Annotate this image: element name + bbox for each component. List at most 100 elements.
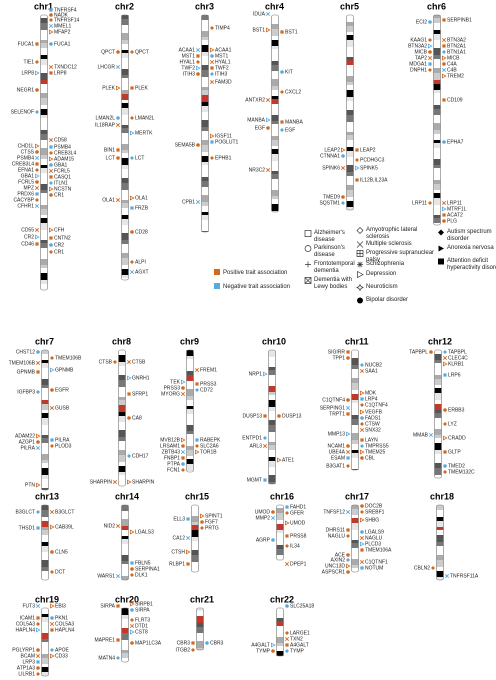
- chromosome-band: [121, 83, 129, 90]
- gene-label: LGALS3: [135, 529, 154, 535]
- chromosome-band: [41, 527, 49, 530]
- chromosome-band: [436, 535, 444, 542]
- chromosome-band: [201, 170, 209, 177]
- chromosome-band: [433, 93, 441, 98]
- gene-label: ITIH3: [183, 71, 195, 77]
- trait-marker: [428, 38, 432, 42]
- gene-label: MGMT: [247, 477, 262, 483]
- chromosome-band: [40, 255, 48, 259]
- trait-marker: [35, 242, 39, 246]
- trait-marker: [200, 520, 204, 524]
- gene-label: MMP2: [256, 515, 271, 521]
- trait-marker: [36, 622, 40, 626]
- chromosome-band: [271, 24, 279, 29]
- chromosome-band: [434, 363, 442, 368]
- chromosome-band: [271, 149, 279, 154]
- gene-label: NCAM1: [327, 443, 345, 449]
- chromosome-band: [41, 485, 49, 488]
- trait-marker: [36, 616, 40, 620]
- chromosome-band: [201, 215, 209, 220]
- chromosome-band: [121, 619, 129, 625]
- chromosome-band: [351, 350, 359, 353]
- chromosome-band: [121, 514, 129, 519]
- gene-label: LEAP2: [360, 147, 376, 153]
- chromosome-band: [118, 387, 126, 391]
- legend-symbol: [356, 283, 364, 292]
- chromosome-band: [196, 636, 204, 641]
- chromosome-band: [121, 555, 129, 561]
- chromosome-band: [121, 615, 129, 619]
- chromosome-band: [346, 126, 354, 132]
- chromosome-band: [41, 368, 49, 375]
- trait-marker: [49, 243, 53, 247]
- chromosome-band: [121, 190, 129, 194]
- trait-marker: [346, 528, 350, 532]
- trait-marker: [346, 570, 350, 574]
- gene-label: ARL3: [249, 443, 262, 449]
- gene-label: PRSS8: [290, 533, 307, 539]
- gene-label: CBR3: [177, 640, 191, 646]
- legend-label: Schizophrenia: [366, 261, 405, 267]
- chromosome-band: [118, 391, 126, 397]
- trait-marker: [346, 398, 350, 402]
- chromosome-band: [351, 358, 359, 365]
- trait-marker: [181, 444, 185, 448]
- chromosome-band: [201, 70, 209, 77]
- gene-label: CASQ1: [54, 174, 71, 180]
- chromosome-band: [433, 140, 441, 143]
- gene-label: QPCT: [135, 49, 149, 55]
- gene-label: PRDX6: [17, 191, 34, 197]
- chromosome-band: [41, 535, 49, 542]
- gene-label: CTSH: [171, 549, 185, 555]
- chromosome-band: [201, 15, 209, 20]
- chromosome-band: [121, 275, 129, 278]
- chromosome-outline: [351, 504, 359, 573]
- chromosome-band: [191, 530, 199, 537]
- chromosome-band: [351, 530, 359, 534]
- gene-label: ACAA1: [215, 47, 232, 53]
- gene-label: DNPH1: [410, 67, 427, 73]
- trait-marker: [442, 44, 446, 48]
- chromosome-name: chr19: [35, 594, 59, 604]
- chromosome-band: [346, 82, 354, 85]
- gene-label: TXN2: [290, 636, 303, 642]
- trait-marker: [428, 432, 434, 438]
- chromosome-band: [271, 71, 279, 74]
- trait-marker: [341, 154, 345, 158]
- chromosome-band: [201, 102, 209, 106]
- trait-marker: [116, 50, 120, 54]
- chromosome-band: [433, 165, 441, 168]
- gene-label: TNFRSF14: [54, 17, 80, 23]
- trait-marker: [360, 416, 364, 420]
- trait-marker: [359, 535, 365, 541]
- chromosome-band: [186, 459, 194, 464]
- gene-label: LRP3: [22, 659, 35, 665]
- trait-marker: [360, 409, 365, 415]
- chromosome-band: [41, 530, 49, 535]
- chromosome-band: [118, 472, 126, 475]
- gene-label: TNFRSF4: [54, 7, 77, 13]
- chromosome-band: [346, 72, 354, 76]
- chromosome-band: [121, 100, 129, 103]
- trait-marker: [35, 653, 41, 659]
- chromosome-band: [351, 365, 359, 369]
- trait-marker: [195, 199, 201, 205]
- trait-marker: [442, 50, 446, 54]
- chromosome-band: [191, 525, 199, 530]
- chromosome-band: [196, 611, 204, 616]
- trait-marker: [360, 438, 364, 442]
- trait-marker: [200, 513, 205, 519]
- trait-marker: [180, 391, 186, 397]
- trait-marker: [49, 186, 54, 192]
- chromosome-name: chr1: [34, 1, 53, 11]
- trait-marker: [280, 120, 284, 124]
- chromosome-band: [121, 233, 129, 240]
- chromosome-band: [41, 425, 49, 429]
- gene-label: PLG: [447, 218, 457, 224]
- trait-marker: [130, 608, 134, 612]
- chromosome-name: chr12: [428, 336, 452, 346]
- chromosome-band: [271, 179, 279, 186]
- trait-marker: [36, 648, 40, 652]
- gene-label: SNX32: [365, 427, 381, 433]
